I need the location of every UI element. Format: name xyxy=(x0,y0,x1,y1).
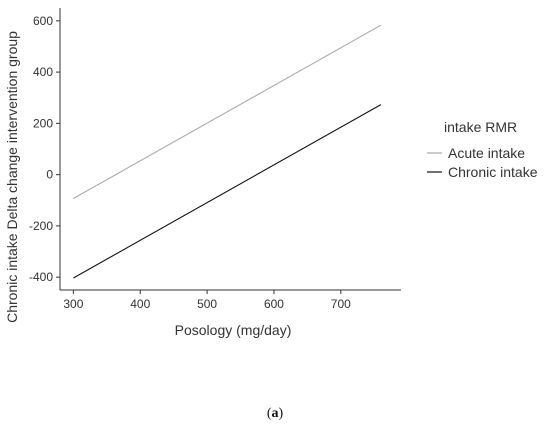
y-tick-label: 200 xyxy=(33,116,53,130)
y-tick-label: 600 xyxy=(33,14,53,28)
legend-label: Acute intake xyxy=(448,145,525,161)
y-tick-label: -400 xyxy=(29,270,53,284)
x-tick-label: 300 xyxy=(63,297,83,311)
x-tick-label: 500 xyxy=(197,297,217,311)
y-tick-label: 400 xyxy=(33,65,53,79)
x-axis: 300 400 500 600 700 xyxy=(60,289,401,311)
series-line-acute xyxy=(73,24,382,199)
series-line-chronic xyxy=(73,104,382,279)
y-tick-label: 0 xyxy=(46,168,53,182)
y-tick-label: -200 xyxy=(29,219,53,233)
y-axis: -400 -200 0 200 400 600 xyxy=(29,8,61,290)
legend-title: intake RMR xyxy=(444,119,517,135)
caption-open: ( xyxy=(266,406,272,421)
figure-caption: (a) xyxy=(0,406,550,422)
caption-close: ) xyxy=(278,406,284,421)
x-tick-label: 600 xyxy=(264,297,284,311)
caption-label: a xyxy=(271,406,279,421)
series-layer xyxy=(73,24,382,279)
x-axis-title: Posology (mg/day) xyxy=(175,322,292,338)
line-chart: -400 -200 0 200 400 600 300 400 500 600 700 Posol… xyxy=(4,8,538,338)
x-tick-label: 700 xyxy=(331,297,351,311)
legend: intake RMR Acute intake Chronic intake xyxy=(427,119,538,180)
legend-label: Chronic intake xyxy=(448,164,538,180)
x-tick-label: 400 xyxy=(130,297,150,311)
y-axis-title: Chronic intake Delta change intervention… xyxy=(4,31,20,323)
